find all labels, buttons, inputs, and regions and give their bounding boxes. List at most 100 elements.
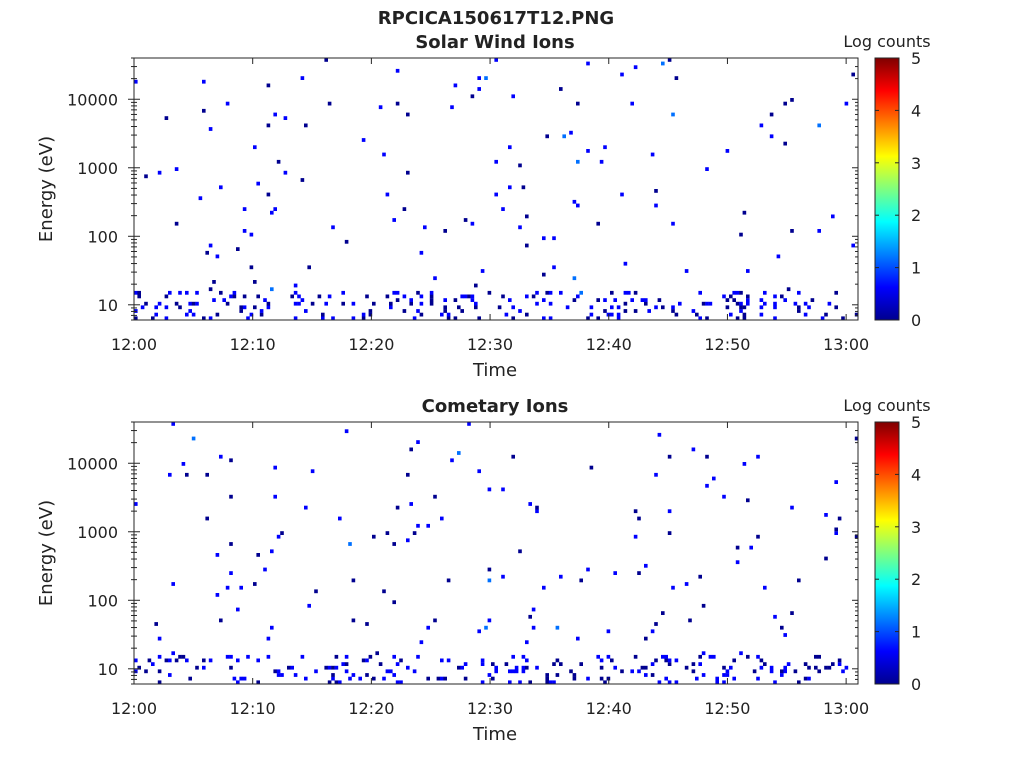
heatmap-cell	[644, 563, 648, 568]
heatmap-cell	[579, 662, 583, 666]
heatmap-cell	[164, 316, 169, 321]
heatmap-cell	[759, 658, 764, 663]
colorbar-tick-label: 2	[911, 570, 921, 589]
heatmap-cell	[178, 290, 182, 295]
heatmap-cell	[773, 294, 777, 299]
heatmap-cell	[705, 167, 709, 171]
heatmap-cell	[735, 560, 740, 565]
y-tick-label: 10	[98, 296, 118, 315]
heatmap-cell	[817, 229, 821, 233]
heatmap-cell	[412, 316, 417, 321]
heatmap-cell	[555, 625, 560, 630]
heatmap-cell	[644, 665, 648, 670]
heatmap-cell	[827, 301, 832, 306]
heatmap-cell	[773, 614, 777, 619]
heatmap-cell	[239, 585, 243, 590]
heatmap-cell	[450, 458, 454, 463]
heatmap-cell	[749, 545, 753, 550]
heatmap-cell	[803, 662, 808, 666]
heatmap-cell	[446, 658, 451, 663]
heatmap-cell	[263, 567, 267, 572]
heatmap-cell	[545, 134, 549, 139]
heatmap-cell	[783, 141, 787, 146]
heatmap-cell	[729, 665, 733, 670]
heatmap-cell	[657, 298, 662, 302]
heatmap-cell	[219, 290, 223, 295]
heatmap-cell	[470, 221, 475, 226]
heatmap-cell	[344, 669, 349, 674]
heatmap-cell	[429, 301, 434, 306]
heatmap-cell	[171, 422, 175, 426]
heatmap-cell	[185, 290, 189, 295]
heatmap-cell	[327, 101, 332, 106]
heatmap-cell	[756, 654, 760, 659]
cometary-y-label: Energy (eV)	[36, 500, 57, 606]
heatmap-cell	[164, 658, 169, 663]
heatmap-cell	[242, 305, 247, 310]
x-tick-label: 12:30	[467, 335, 513, 354]
heatmap-cell	[501, 207, 505, 211]
heatmap-cell	[222, 298, 226, 302]
heatmap-cell	[338, 516, 342, 521]
heatmap-cell	[310, 301, 315, 306]
heatmap-cell	[344, 654, 349, 659]
heatmap-cell	[202, 79, 206, 84]
heatmap-cell	[633, 65, 638, 70]
heatmap-cell	[378, 662, 383, 666]
heatmap-cell	[402, 309, 407, 313]
heatmap-cell	[746, 654, 750, 659]
heatmap-cell	[701, 603, 706, 608]
heatmap-cell	[569, 130, 573, 135]
heatmap-cell	[508, 669, 512, 674]
heatmap-cell	[525, 640, 529, 645]
heatmap-cell	[837, 658, 842, 663]
heatmap-cell	[419, 640, 424, 645]
solar-wind-y-axis: 10 100 1000 10000	[67, 57, 858, 321]
heatmap-cell	[528, 502, 532, 506]
heatmap-cell	[491, 662, 495, 666]
heatmap-cell	[232, 676, 237, 681]
heatmap-cell	[572, 673, 577, 677]
heatmap-cell	[457, 305, 461, 310]
heatmap-cell	[732, 298, 736, 302]
heatmap-cell	[552, 680, 556, 685]
heatmap-cell	[739, 232, 743, 237]
heatmap-cell	[331, 673, 335, 677]
heatmap-cell	[134, 290, 138, 295]
heatmap-cell	[168, 673, 172, 677]
heatmap-cell	[484, 625, 488, 630]
heatmap-cell	[654, 658, 658, 663]
heatmap-cell	[242, 294, 247, 299]
heatmap-cell	[416, 654, 420, 659]
heatmap-cell	[406, 538, 410, 543]
heatmap-cell	[797, 309, 801, 313]
heatmap-cell	[599, 665, 604, 670]
cometary-colorbar-ticks: 0 1 2 3 4 5	[875, 413, 921, 694]
heatmap-cell	[627, 290, 631, 295]
y-tick-label: 10000	[67, 90, 118, 109]
heatmap-cell	[576, 203, 580, 208]
heatmap-cell	[732, 658, 736, 663]
heatmap-cell	[739, 290, 743, 295]
heatmap-cell	[691, 669, 696, 674]
heatmap-cell	[385, 294, 390, 299]
heatmap-cell	[137, 665, 141, 670]
heatmap-cell	[790, 98, 794, 102]
heatmap-cell	[433, 276, 437, 281]
heatmap-cell	[589, 312, 594, 317]
heatmap-cell	[854, 534, 859, 539]
heatmap-cell	[242, 229, 247, 233]
heatmap-cell	[783, 101, 787, 106]
heatmap-cell	[518, 549, 522, 554]
heatmap-cell	[406, 472, 410, 477]
heatmap-cell	[654, 305, 658, 310]
solar-wind-colorbar-label: Log counts	[843, 32, 930, 51]
heatmap-cell	[208, 127, 213, 131]
heatmap-cell	[759, 312, 764, 317]
heatmap-cell	[576, 636, 580, 641]
colorbar-tick-label: 1	[911, 623, 921, 642]
heatmap-cell	[572, 276, 577, 281]
heatmap-cell	[494, 58, 498, 62]
heatmap-cell	[290, 294, 294, 299]
